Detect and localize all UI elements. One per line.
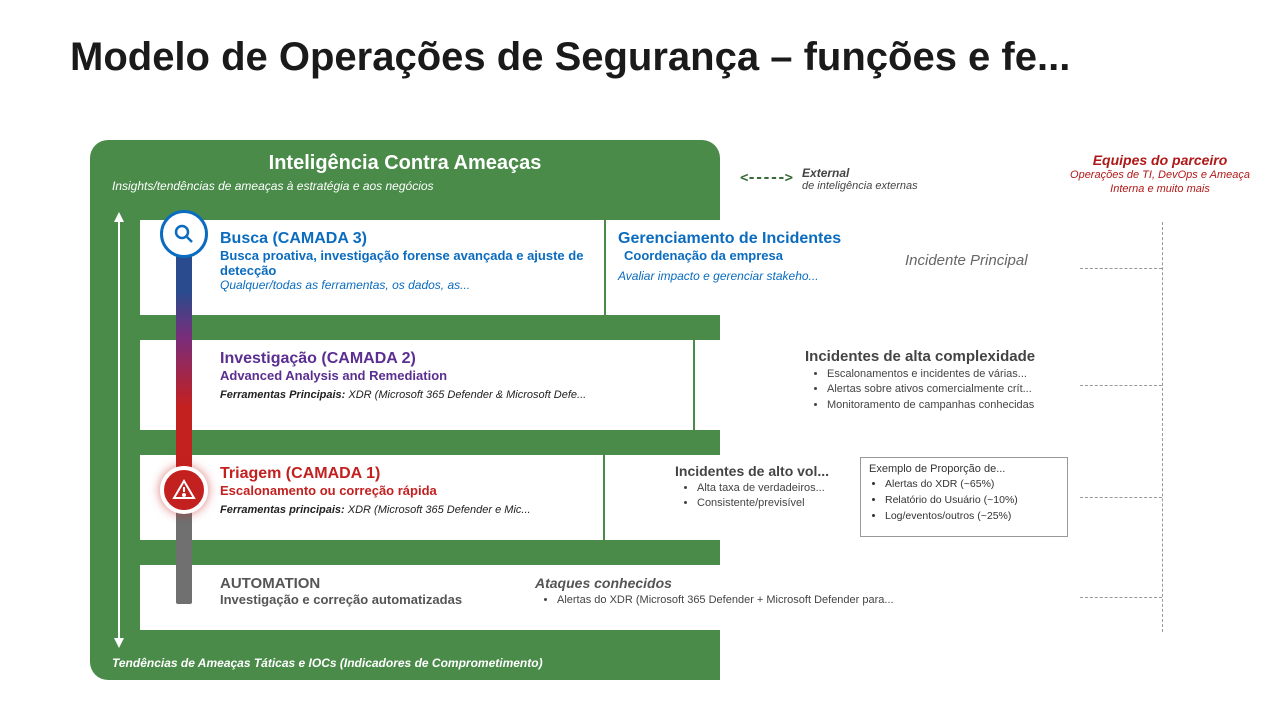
gradient-bar [176,224,192,604]
tier-3-left: Busca (CAMADA 3) Busca proativa, investi… [140,220,606,315]
tier-3-title: Busca (CAMADA 3) [220,230,589,248]
automation-left: AUTOMATION Investigação e correção autom… [140,565,495,630]
dash-line [1080,385,1162,386]
tier-2-tools: Ferramentas Principais: XDR (Microsoft 3… [220,389,678,401]
threat-intel-subtitle: Insights/tendências de ameaças à estraté… [90,179,720,193]
external-title: External [802,166,918,180]
dash-line [1080,268,1162,269]
ratio-title: Exemplo de Proporção de... [869,463,1059,475]
known-attacks: Ataques conhecidos Alertas do XDR (Micro… [495,565,1080,630]
vertical-arrow [118,220,120,640]
tier-2-left: Investigação (CAMADA 2) Advanced Analysi… [140,340,695,430]
diagram-container: Inteligência Contra Ameaças Insights/ten… [90,140,1230,700]
incident-principal-label: Incidente Principal [905,252,1028,269]
high-complexity: Incidentes de alta complexidade Escalona… [695,340,1080,430]
page-title: Modelo de Operações de Segurança – funçõ… [0,0,1280,80]
automation-row: AUTOMATION Investigação e correção autom… [140,565,1080,630]
external-arrow: <-----> External de inteligência externa… [740,166,918,192]
tier-2-row: Investigação (CAMADA 2) Advanced Analysi… [140,340,1080,430]
partner-title: Equipes do parceiro [1070,152,1250,168]
tier-2-title: Investigação (CAMADA 2) [220,350,678,368]
known-title: Ataques conhecidos [535,575,1080,591]
dash-line [1080,497,1162,498]
tier-2-sub: Advanced Analysis and Remediation [220,368,678,383]
tier-1-tools: Ferramentas principais: XDR (Microsoft 3… [220,504,588,516]
dash-line [1162,222,1163,632]
tier-1-title: Triagem (CAMADA 1) [220,465,588,483]
partner-teams: Equipes do parceiro Operações de TI, Dev… [1070,152,1250,197]
tier-3-sub: Busca proativa, investigação forense ava… [220,248,589,278]
high-complex-title: Incidentes de alta complexidade [805,348,1080,365]
external-sub: de inteligência externas [802,180,918,192]
ratio-list: Alertas do XDR (~65%) Relatório do Usuár… [869,477,1059,524]
tier-1-left: Triagem (CAMADA 1) Escalonamento ou corr… [140,455,605,540]
threat-intel-bottom: Tendências de Ameaças Táticas e IOCs (In… [112,656,543,670]
dash-line [1080,597,1162,598]
auto-title: AUTOMATION [220,575,480,592]
alert-icon [160,466,208,514]
search-icon [160,210,208,258]
high-complex-list: Escalonamentos e incidentes de várias...… [805,367,1080,413]
known-list: Alertas do XDR (Microsoft 365 Defender +… [535,593,1080,608]
partner-sub: Operações de TI, DevOps e Ameaça Interna… [1070,168,1250,197]
tier-3-tools: Qualquer/todas as ferramentas, os dados,… [220,278,589,292]
auto-sub: Investigação e correção automatizadas [220,592,480,607]
inc-desc: Avaliar impacto e gerenciar stakeho... [618,269,1080,283]
tier-1-sub: Escalonamento ou correção rápida [220,483,588,498]
ratio-box: Exemplo de Proporção de... Alertas do XD… [860,457,1068,537]
dash-arrow-icon: <-----> [740,170,792,186]
inc-title: Gerenciamento de Incidentes [618,230,1080,248]
threat-intel-title: Inteligência Contra Ameaças [90,140,720,179]
